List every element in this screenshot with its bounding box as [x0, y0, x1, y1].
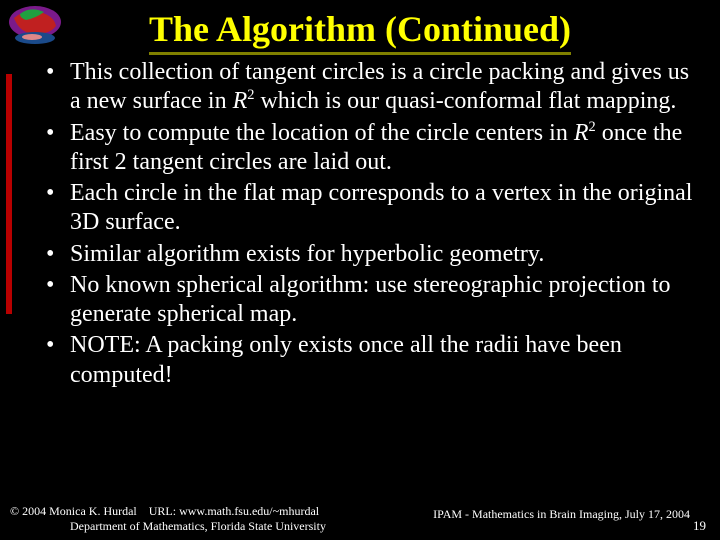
list-item: Similar algorithm exists for hyperbolic …	[40, 240, 700, 269]
title-container: The Algorithm (Continued)	[0, 0, 720, 55]
bullet-text: which is our quasi-conformal flat mappin…	[254, 88, 676, 114]
bullet-text: Each circle in the flat map corresponds …	[70, 180, 692, 235]
page-number: 19	[693, 518, 706, 534]
bullet-text: No known spherical algorithm: use stereo…	[70, 272, 671, 327]
accent-bar	[6, 74, 12, 314]
list-item: No known spherical algorithm: use stereo…	[40, 271, 700, 330]
bullet-text: Easy to compute the location of the circ…	[70, 120, 574, 146]
math-exp: 2	[588, 119, 595, 135]
math-r: R	[233, 88, 248, 114]
footer-left: © 2004 Monica K. Hurdal URL: www.math.fs…	[10, 504, 410, 534]
slide-title: The Algorithm (Continued)	[149, 8, 571, 55]
list-item: This collection of tangent circles is a …	[40, 58, 700, 117]
bullet-list: This collection of tangent circles is a …	[40, 58, 700, 390]
math-r: R	[574, 120, 589, 146]
bullet-text: NOTE: A packing only exists once all the…	[70, 332, 622, 387]
list-item: Easy to compute the location of the circ…	[40, 119, 700, 178]
list-item: Each circle in the flat map corresponds …	[40, 179, 700, 238]
event-text: IPAM - Mathematics in Brain Imaging, Jul…	[433, 507, 690, 522]
dept-text: Department of Mathematics, Florida State…	[10, 519, 410, 534]
content-area: This collection of tangent circles is a …	[40, 58, 700, 392]
list-item: NOTE: A packing only exists once all the…	[40, 331, 700, 390]
bullet-text: Similar algorithm exists for hyperbolic …	[70, 241, 544, 267]
copyright-text: © 2004 Monica K. Hurdal	[10, 504, 137, 518]
url-text: URL: www.math.fsu.edu/~mhurdal	[149, 504, 319, 518]
